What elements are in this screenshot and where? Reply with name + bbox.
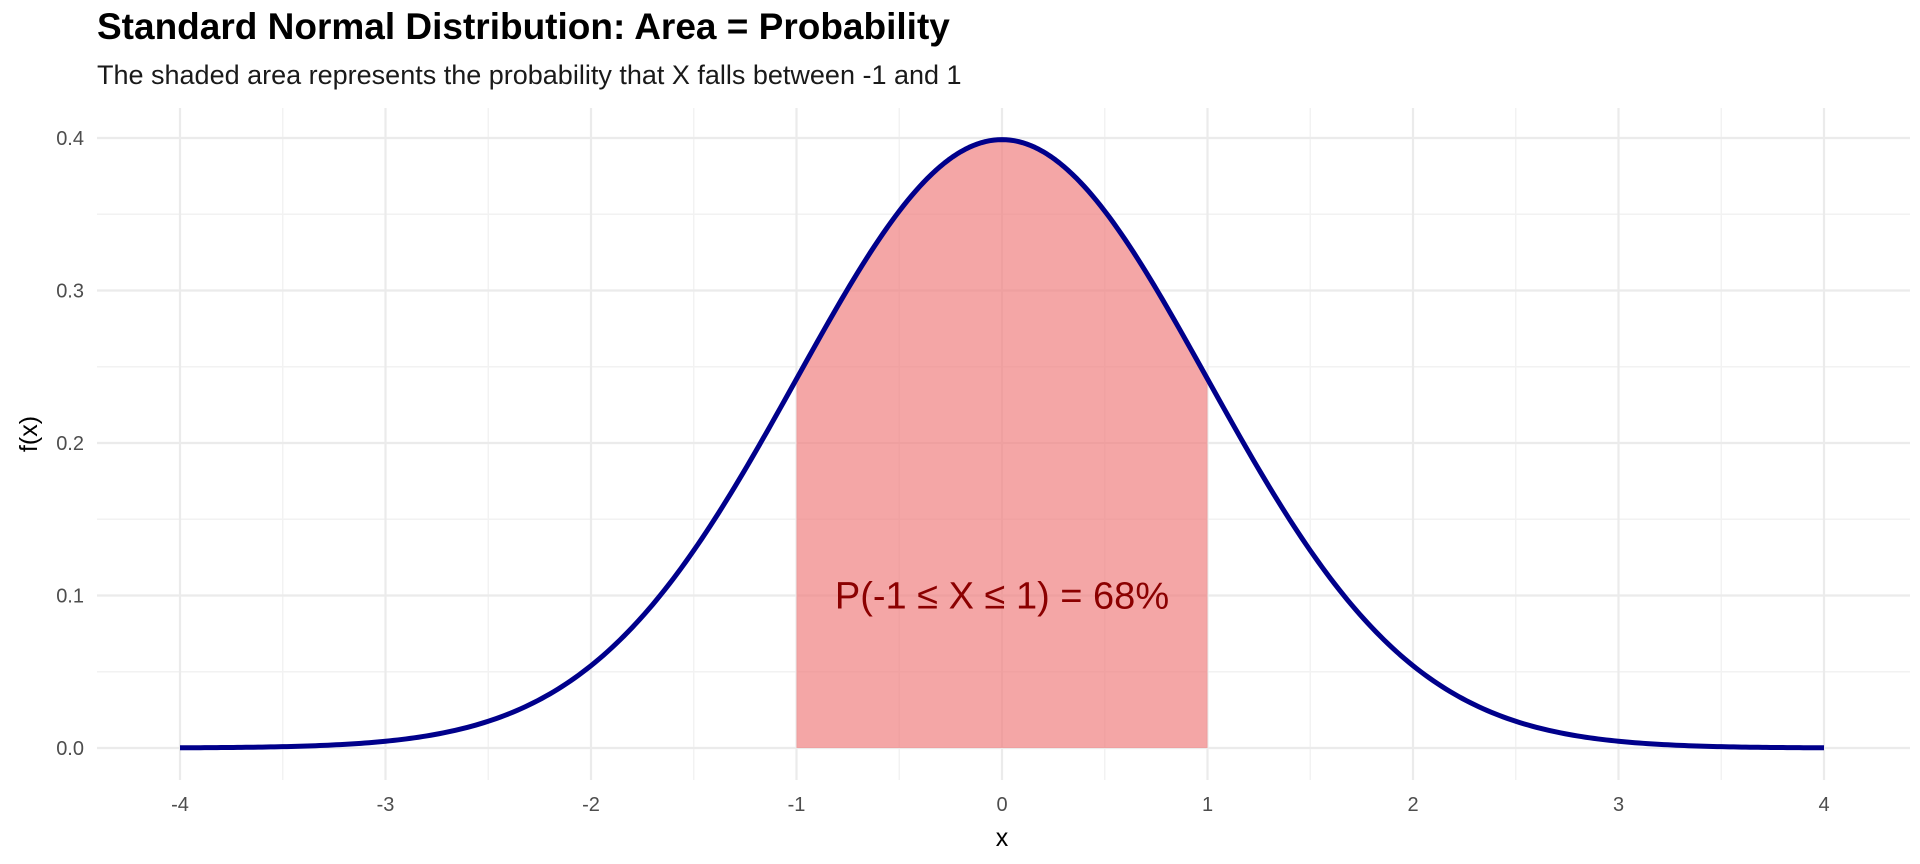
chart-title: Standard Normal Distribution: Area = Pro… xyxy=(97,6,950,47)
y-tick-label: 0.2 xyxy=(56,433,84,455)
x-tick-label: 4 xyxy=(1818,794,1829,816)
shaded-probability-area xyxy=(796,139,1208,748)
x-tick-label: -4 xyxy=(171,794,189,816)
x-tick-label: 2 xyxy=(1407,794,1418,816)
density-curve xyxy=(179,137,1825,751)
x-tick-label: -3 xyxy=(377,794,395,816)
y-tick-label: 0.3 xyxy=(56,281,84,303)
y-tick-label: 0.4 xyxy=(56,128,84,150)
chart-subtitle: The shaded area represents the probabili… xyxy=(97,60,962,90)
x-tick-label: 3 xyxy=(1613,794,1624,816)
y-tick-label: 0.0 xyxy=(56,738,84,760)
x-axis-title: x xyxy=(996,824,1009,852)
y-tick-label: 0.1 xyxy=(56,586,84,608)
x-tick-label: -1 xyxy=(788,794,806,816)
x-tick-label: -2 xyxy=(582,794,600,816)
x-tick-label: 0 xyxy=(996,794,1007,816)
x-tick-label: 1 xyxy=(1202,794,1213,816)
y-axis-title: f(x) xyxy=(15,416,43,452)
probability-annotation: P(-1 ≤ X ≤ 1) = 68% xyxy=(835,576,1169,618)
